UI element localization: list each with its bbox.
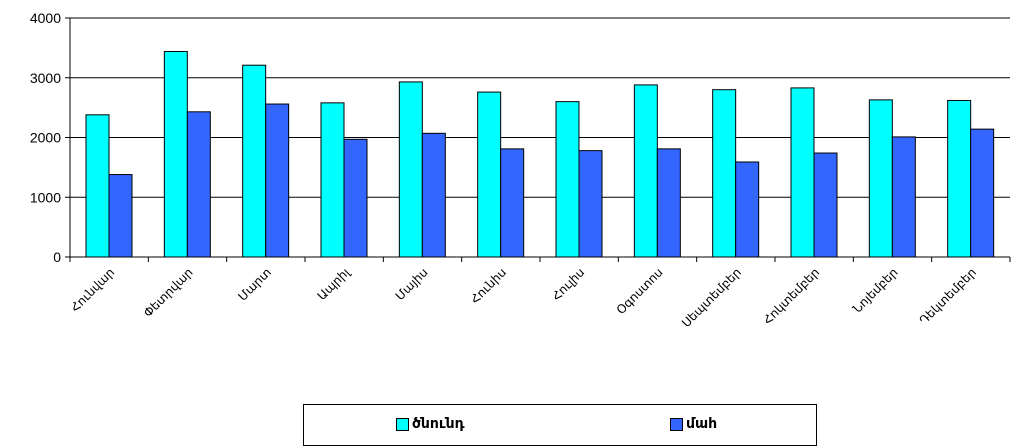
bar-deaths bbox=[343, 138, 368, 258]
x-category-label: Ապրիլ bbox=[315, 265, 353, 303]
bar-births bbox=[398, 81, 423, 258]
bar-births bbox=[477, 91, 502, 258]
x-category-label: Սեպտեմբեր bbox=[679, 265, 744, 330]
bar-deaths bbox=[578, 150, 603, 258]
x-category-label: Նոյեմբեր bbox=[850, 265, 901, 316]
y-tick-label: 1000 bbox=[30, 189, 61, 205]
bar-deaths bbox=[500, 148, 525, 258]
bar-births bbox=[85, 114, 110, 258]
bar-births bbox=[242, 64, 267, 258]
bar-births bbox=[947, 99, 972, 258]
y-tick-label: 4000 bbox=[30, 10, 61, 26]
bar-births bbox=[320, 102, 345, 258]
x-category-label: Դեկտեմբեր bbox=[917, 265, 979, 327]
bar-births bbox=[790, 87, 815, 258]
legend-swatch-births bbox=[396, 417, 409, 431]
legend-item-deaths: մահ bbox=[670, 416, 717, 432]
bar-births bbox=[163, 50, 188, 258]
x-category-label: Մարտ bbox=[235, 265, 274, 304]
bar-deaths bbox=[891, 136, 916, 258]
y-tick-label: 0 bbox=[53, 249, 61, 265]
legend-label-deaths: մահ bbox=[686, 416, 718, 432]
bar-births bbox=[555, 101, 580, 258]
x-category-label: Հոկտեմբեր bbox=[760, 265, 822, 327]
legend-swatch-deaths bbox=[670, 417, 683, 431]
bar-deaths bbox=[735, 161, 760, 258]
x-category-label: Օգոստոս bbox=[614, 265, 666, 317]
bar-births bbox=[633, 84, 658, 258]
legend-item-births: ծնունդ bbox=[396, 416, 465, 432]
bar-deaths bbox=[186, 111, 211, 258]
x-category-label: Փետրվար bbox=[141, 265, 196, 320]
x-category-label: Հունվար bbox=[68, 265, 117, 314]
bar-chart: 0 1000 2000 3000 4000 Հունվար Փետրվար Մարտ Ապրիլ… bbox=[30, 10, 1011, 330]
bar-deaths bbox=[970, 128, 995, 258]
legend-label-births: ծնունդ bbox=[412, 416, 465, 432]
legend: ծնունդ մահ bbox=[303, 404, 817, 446]
y-tick-label: 2000 bbox=[30, 130, 61, 146]
bar-births bbox=[712, 89, 737, 258]
bar-deaths bbox=[108, 174, 133, 258]
bar-births bbox=[868, 99, 893, 258]
bar-deaths bbox=[813, 152, 838, 258]
x-category-label: Հուլիս bbox=[549, 265, 587, 303]
bar-deaths bbox=[656, 148, 681, 258]
x-category-label: Մայիս bbox=[393, 265, 431, 303]
bar-deaths bbox=[265, 103, 290, 258]
x-category-label: Հունիս bbox=[468, 265, 509, 306]
bar-deaths bbox=[421, 132, 446, 258]
y-tick-label: 3000 bbox=[30, 70, 61, 86]
